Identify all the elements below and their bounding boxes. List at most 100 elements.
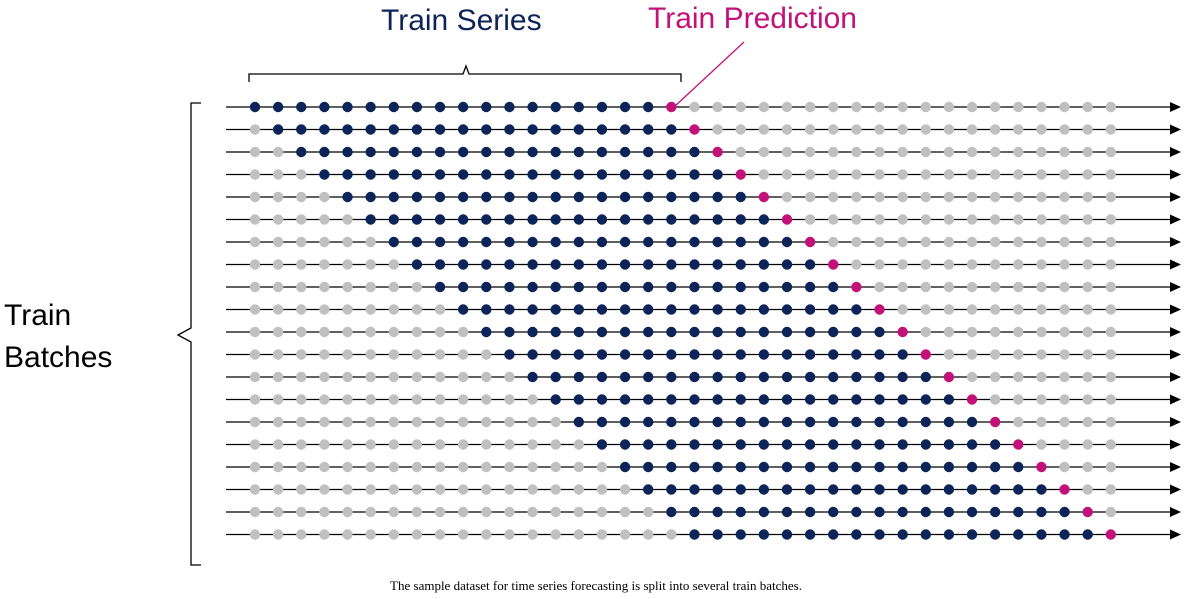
series-point (481, 326, 492, 338)
series-point (619, 326, 631, 338)
unused-point (1105, 259, 1117, 270)
series-point (874, 349, 885, 360)
unused-point (1105, 326, 1117, 338)
series-point (781, 529, 793, 540)
series-point (874, 506, 885, 518)
unused-point (342, 529, 353, 540)
unused-point (296, 169, 307, 180)
series-point (365, 169, 376, 180)
series-point (434, 236, 446, 248)
series-point (504, 124, 515, 135)
unused-point (573, 461, 585, 473)
unused-point (457, 394, 469, 405)
series-point (504, 259, 515, 270)
unused-point (596, 529, 608, 540)
series-point (828, 529, 839, 540)
unused-point (851, 259, 862, 270)
unused-point (365, 349, 376, 360)
series-point (828, 506, 839, 518)
unused-point (319, 529, 330, 540)
series-point (897, 349, 908, 360)
unused-point (1036, 169, 1047, 180)
series-point (411, 146, 423, 158)
unused-point (1082, 281, 1093, 293)
unused-point (943, 124, 955, 135)
unused-point (434, 349, 446, 360)
series-point (643, 259, 654, 270)
series-point (527, 259, 538, 270)
series-point (966, 506, 978, 518)
unused-point (319, 506, 330, 518)
series-point (573, 394, 585, 405)
series-point (527, 169, 538, 180)
unused-point (319, 191, 330, 203)
series-point (989, 506, 1001, 518)
series-point (712, 259, 723, 270)
series-point (457, 236, 469, 248)
unused-point (296, 529, 307, 540)
unused-point (434, 326, 446, 338)
unused-point (434, 461, 446, 473)
unused-point (504, 529, 515, 540)
series-point (527, 214, 538, 225)
series-point (666, 371, 677, 383)
unused-point (342, 394, 353, 405)
unused-point (828, 146, 839, 158)
unused-point (411, 371, 423, 383)
series-point (735, 461, 746, 473)
series-point (434, 169, 446, 180)
series-point (689, 236, 700, 248)
series-point (689, 259, 700, 270)
series-point (388, 214, 399, 225)
series-point (758, 416, 770, 428)
series-point (966, 484, 978, 495)
unused-point (272, 439, 284, 450)
series-point (643, 461, 654, 473)
unused-point (874, 281, 885, 293)
series-point (550, 169, 561, 180)
unused-point (504, 461, 515, 473)
unused-point (1013, 169, 1024, 180)
series-point (804, 484, 816, 495)
unused-point (319, 259, 330, 270)
series-point (504, 304, 515, 315)
unused-point (527, 484, 538, 495)
unused-point (272, 529, 284, 540)
series-point (689, 349, 700, 360)
unused-point (1082, 304, 1093, 315)
series-point (758, 281, 770, 293)
series-point (573, 304, 585, 315)
series-point (573, 214, 585, 225)
series-point (920, 506, 931, 518)
unused-point (1105, 236, 1117, 248)
series-point (874, 326, 885, 338)
unused-point (550, 506, 561, 518)
series-point (989, 461, 1001, 473)
prediction-point (712, 146, 723, 158)
unused-point (527, 394, 538, 405)
batch-row (226, 484, 1181, 495)
unused-point (319, 236, 330, 248)
unused-point (1036, 371, 1047, 383)
unused-point (411, 281, 423, 293)
series-point (434, 214, 446, 225)
series-point (319, 101, 330, 113)
series-point (781, 461, 793, 473)
series-point (272, 101, 284, 113)
unused-point (596, 506, 608, 518)
unused-point (1036, 191, 1047, 203)
unused-point (411, 394, 423, 405)
series-point (573, 349, 585, 360)
row-arrow-head (1170, 259, 1181, 270)
series-point (828, 304, 839, 315)
series-point (851, 326, 862, 338)
prediction-point (666, 101, 677, 113)
series-point (596, 146, 608, 158)
unused-point (388, 506, 399, 518)
unused-point (1036, 439, 1047, 450)
series-point (943, 461, 955, 473)
series-point (1036, 484, 1047, 495)
series-point (596, 191, 608, 203)
series-point (1059, 506, 1070, 518)
